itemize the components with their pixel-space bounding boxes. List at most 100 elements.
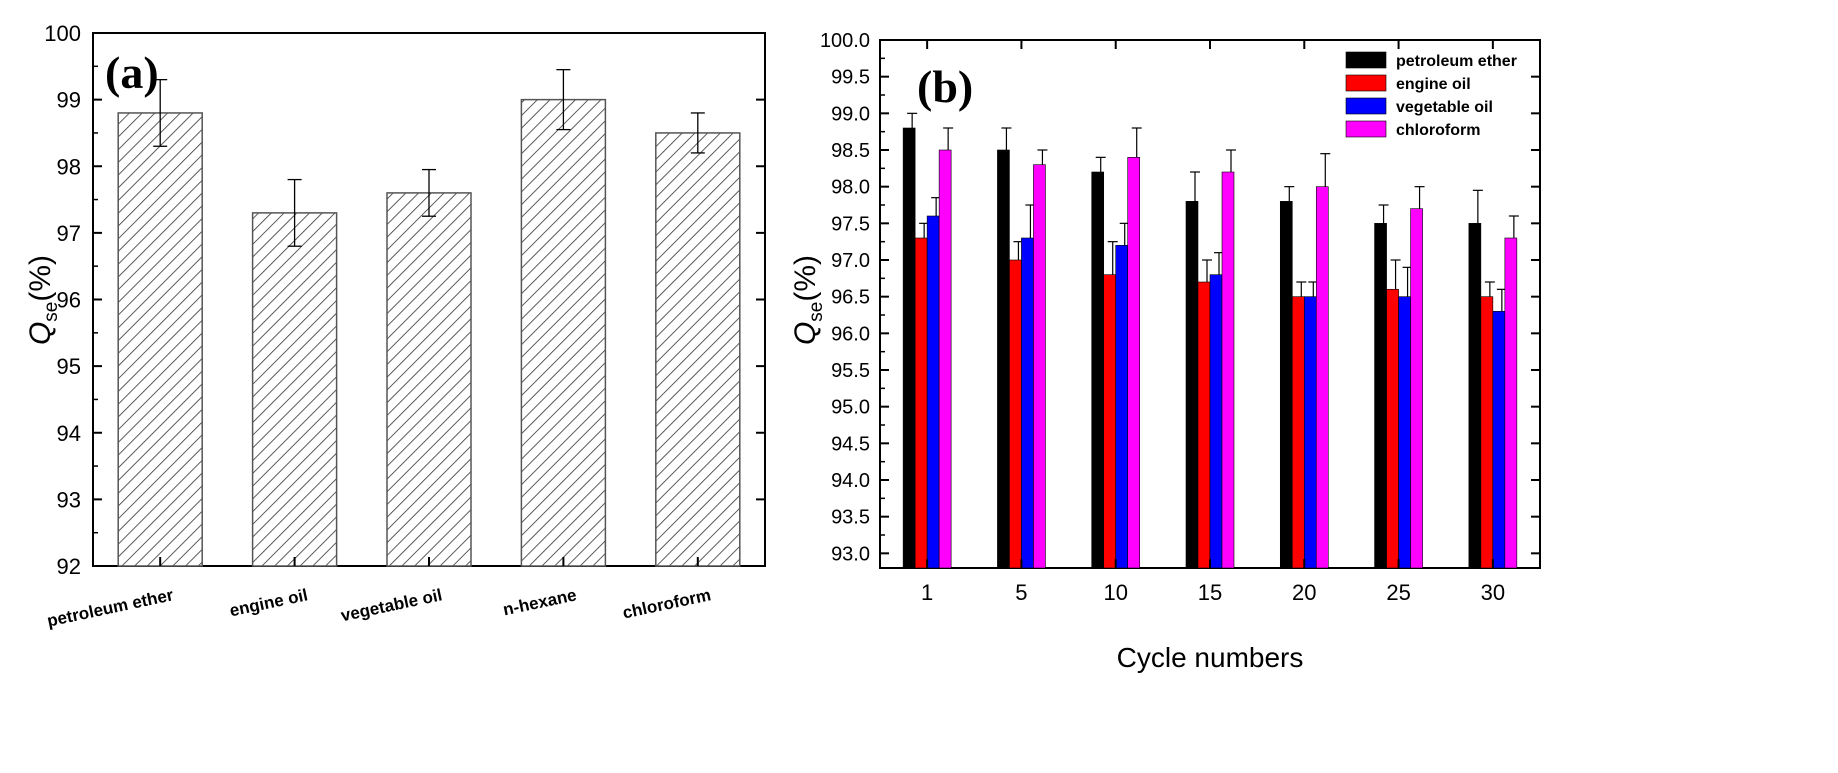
panel-a-bars [117, 68, 741, 567]
panel-b-y-tick-label: 100.0 [820, 30, 870, 52]
panel-b-error-bar [1484, 281, 1495, 297]
panel-b-label: (b) [917, 61, 973, 112]
panel-b-bar [1315, 186, 1329, 569]
panel-b-error-bar [1508, 215, 1519, 238]
panel-a-category-label: n-hexane [501, 585, 578, 619]
panel-b-bar [1480, 296, 1494, 569]
panel-b-error-bar [1107, 241, 1118, 275]
panel-a: 92 93 94 95 96 97 98 99 100 petroleum ether engin… [24, 21, 766, 631]
panel-b-error-bar [1414, 186, 1425, 209]
panel-a-y-tick-label: 96 [57, 288, 81, 313]
panel-b-legend: petroleum ether engine oil vegetable oil ch… [1345, 51, 1517, 139]
panel-b-y-tick-label: 95.0 [831, 397, 870, 419]
panel-b-error-bar [1390, 259, 1401, 290]
panel-b-x-tick-label: 20 [1292, 580, 1316, 605]
panel-a-error-bar [422, 168, 436, 217]
panel-b-bar [1398, 296, 1411, 569]
panel-b-bar [1009, 259, 1022, 569]
panel-b-error-bar [1284, 186, 1295, 202]
panel-b-y-tick-label: 94.5 [831, 433, 870, 455]
panel-a-error-bar [690, 112, 705, 154]
panel-a-y-axis: 92 93 94 95 96 97 98 99 100 [44, 21, 765, 579]
panel-a-y-tick-label: 100 [44, 21, 81, 46]
panel-b-error-bar [1202, 259, 1212, 282]
panel-a-y-axis-title: Qse(%) [24, 255, 62, 345]
panel-a-category-label: engine oil [228, 585, 310, 620]
panel-b-legend-label: engine oil [1396, 76, 1471, 93]
panel-a-label: (a) [105, 47, 159, 98]
panel-a-error-bar [153, 78, 168, 147]
panel-b-error-bar [1095, 156, 1106, 172]
panel-b-x-tick-label: 10 [1103, 580, 1127, 605]
panel-b-bar [1103, 274, 1117, 569]
panel-b-y-tick-label: 98.0 [831, 177, 870, 199]
panel-b-y-tick-label: 98.5 [831, 140, 870, 162]
panel-a-error-bar [556, 68, 571, 131]
panel-b-bar [1291, 296, 1305, 569]
panel-b-bar [1504, 237, 1518, 569]
panel-a-y-tick-label: 97 [57, 221, 81, 246]
panel-b-bar [997, 149, 1010, 569]
panel-b-error-bar [1378, 204, 1389, 224]
panel-b-y-tick-label: 99.5 [831, 67, 870, 89]
panel-b-error-bar [1131, 127, 1142, 158]
panel-b-bar [926, 215, 940, 569]
panel-b-legend-swatch [1345, 51, 1387, 69]
panel-b-bar [914, 237, 928, 569]
panel-b-y-tick-label: 97.5 [831, 213, 870, 235]
panel-b-error-bar [907, 112, 918, 128]
panel-b-error-bar [1320, 153, 1331, 187]
panel-b: 93.0 93.5 94.0 94.5 95.0 95.5 96.0 96.5 97.0 97.5… [789, 30, 1541, 673]
panel-b-y-tick-label: 94.0 [831, 470, 870, 492]
panel-a-y-tick-label: 93 [57, 487, 81, 512]
panel-b-legend-label: chloroform [1396, 122, 1480, 139]
panel-b-bar [1279, 201, 1293, 569]
panel-a-y-tick-label: 94 [57, 421, 81, 446]
panel-b-bar [1127, 157, 1141, 569]
panel-b-y-axis: 93.0 93.5 94.0 94.5 95.0 95.5 96.0 96.5 97.0 97.5… [820, 30, 1540, 565]
panel-a-category-label: chloroform [621, 585, 713, 622]
panel-b-bar [1374, 223, 1387, 569]
panel-b-bar [1303, 296, 1317, 569]
panel-b-error-bar [1296, 281, 1307, 297]
panel-b-bar [1468, 223, 1482, 569]
panel-b-x-tick-label: 25 [1386, 580, 1410, 605]
panel-b-bar [1033, 164, 1046, 569]
panel-b-bars [902, 112, 1519, 569]
panel-b-bar [1115, 245, 1129, 569]
panel-a-x-axis: petroleum ether engine oil vegetable oil n-… [45, 557, 713, 631]
panel-b-x-axis: 1 5 10 15 20 25 30 [921, 40, 1505, 605]
panel-b-y-tick-label: 96.0 [831, 323, 870, 345]
panel-b-bar [1386, 289, 1399, 569]
panel-b-error-bar [1190, 171, 1200, 202]
panel-b-bar [1091, 171, 1105, 569]
panel-b-bar [1209, 274, 1223, 569]
panel-b-y-tick-label: 95.5 [831, 360, 870, 382]
panel-a-y-tick-label: 95 [57, 354, 81, 379]
panel-b-bar [1410, 208, 1423, 569]
panel-b-bar [1492, 311, 1506, 569]
panel-a-y-tick-label: 92 [57, 554, 81, 579]
panel-a-category-label: petroleum ether [45, 585, 175, 630]
panel-b-bar [902, 127, 916, 569]
panel-a-bar [117, 112, 203, 567]
panel-a-bar [520, 98, 607, 567]
panel-b-bar [1021, 237, 1034, 569]
panel-b-error-bar [1037, 149, 1048, 165]
panel-a-category-label: vegetable oil [339, 585, 444, 625]
panel-b-y-axis-title: Qse(%) [789, 255, 827, 345]
panel-b-bar [1185, 201, 1199, 569]
panel-b-x-tick-label: 15 [1198, 580, 1222, 605]
panel-b-error-bar [1001, 127, 1012, 150]
panel-a-y-tick-label: 99 [57, 88, 81, 113]
panel-b-error-bar [1226, 149, 1236, 172]
panel-b-legend-swatch [1345, 97, 1387, 115]
panel-b-legend-label: petroleum ether [1396, 53, 1517, 70]
panel-b-y-tick-label: 96.5 [831, 287, 870, 309]
panel-b-y-tick-label: 99.0 [831, 103, 870, 125]
panel-b-legend-swatch [1345, 120, 1387, 138]
panel-b-bar [1197, 281, 1211, 569]
panel-b-x-tick-label: 30 [1481, 580, 1505, 605]
panel-b-legend-swatch [1345, 74, 1387, 92]
